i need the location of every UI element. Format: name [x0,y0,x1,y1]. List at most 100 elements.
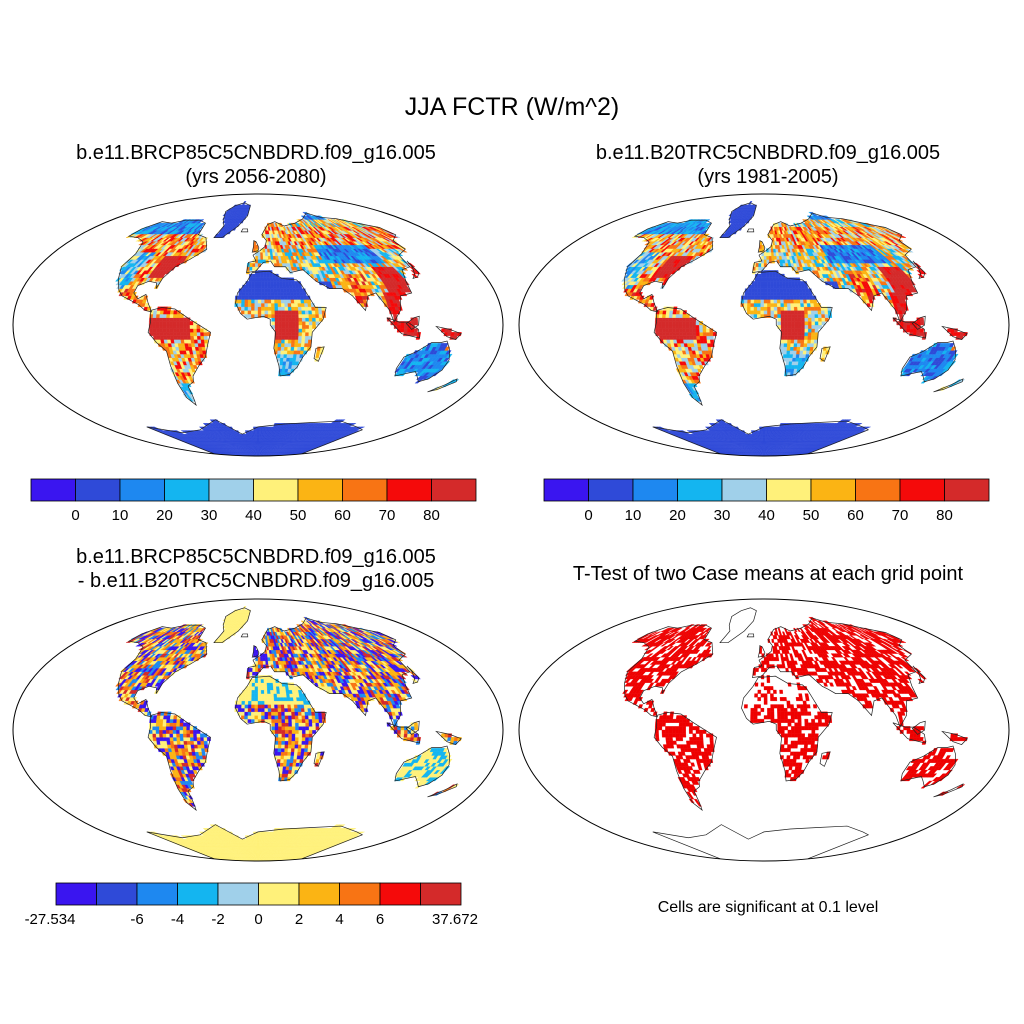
map-cell [200,328,204,333]
map-cell [274,295,278,300]
map-cell [273,284,278,289]
map-cell [305,332,310,337]
panel1-title-line2: (yrs 2056-2080) [185,166,327,188]
map-cell [169,332,174,337]
map-cell [251,295,255,300]
map-cell [300,299,305,304]
map-cell [295,321,299,326]
map-cell [298,335,303,340]
map-cell [273,292,278,297]
map-cell [251,284,256,289]
map-cell [281,335,286,340]
map-cell [183,332,188,337]
map-cell [294,335,299,340]
map-cell [318,313,323,318]
map-cell [288,310,292,315]
map-cell [311,310,316,315]
map-cell [281,313,286,318]
map-cell [162,332,167,337]
map-cell [762,434,765,438]
map-cell [200,335,205,340]
map-cell [304,335,309,340]
map-cell [257,299,262,304]
figure-title: JJA FCTR (W/m^2) [404,93,620,121]
map-cell [414,321,419,326]
map-cell [294,310,299,315]
map-cell [297,306,302,311]
map-cell [297,343,302,347]
map-cell [244,310,249,315]
map-cell [254,281,259,286]
map-cell [278,317,282,322]
map-cell [186,321,191,326]
map-cell [149,328,153,333]
map-cell [176,317,181,322]
map-cell [293,299,298,304]
map-cell [271,310,276,315]
map-cell [279,361,284,366]
map-cell [283,353,288,358]
panel3-title-line2: - b.e11.B20TRC5CNBDRD.f09_g16.005 [77,570,435,592]
map-cell [254,273,259,278]
map-cell [277,299,282,304]
map-cell [273,288,278,293]
map-cell [260,284,265,289]
map-cell [294,306,299,311]
map-cell [308,310,313,315]
map-cell [173,310,178,315]
map-cell [305,313,310,318]
map-cell [247,313,252,318]
map-cell [302,321,306,326]
map-cell [271,306,275,311]
map-cell [291,317,296,322]
map-cell [251,303,255,307]
map-cell [290,343,295,347]
map-cell [255,248,259,253]
map-cell [264,284,268,289]
map-border [12,193,504,457]
map-cell [244,303,249,307]
map-cell [261,313,265,318]
map-cell [298,324,303,329]
map-cell [252,262,256,267]
map-cell [238,295,242,300]
map-cell [297,346,302,351]
map-cell [282,357,287,362]
map-cell [237,303,242,307]
map-cell [261,310,265,315]
map-cell [290,303,295,307]
panel1-title-line1: b.e11.BRCP85C5CNBDRD.f09_g16.005 [76,142,436,164]
map-cell [201,346,206,351]
map-cell [281,310,286,315]
map-cell [291,306,296,311]
map-cell [176,321,180,326]
map-cell [169,328,174,333]
map-cell [183,335,188,340]
map-cell [257,303,262,307]
map-cell [267,292,272,297]
map-cell [295,317,299,322]
map-cell [200,332,205,337]
map-cell [264,295,268,300]
map-cell [197,335,202,340]
map-cell [267,303,272,307]
map-cell [312,321,316,326]
map-cell [308,313,313,318]
map-cell [257,277,262,282]
panel2-title: b.e11.B20TRC5CNBDRD.f09_g16.005 (yrs 198… [512,141,1024,189]
map-cell [180,335,185,340]
map-cell [267,295,272,300]
map-cell [159,321,163,326]
map-cell [254,310,259,315]
map-cell [301,306,306,311]
map-cell [173,313,178,318]
map-cell [260,277,265,282]
map-cell [152,324,157,329]
map-cell [281,328,286,333]
map-cell [186,328,191,333]
map-cell [295,324,299,329]
map-cell [203,335,208,340]
panel2-title-line1: b.e11.B20TRC5CNBDRD.f09_g16.005 [595,142,941,164]
map-cell [267,284,271,289]
map-cell [304,339,309,344]
